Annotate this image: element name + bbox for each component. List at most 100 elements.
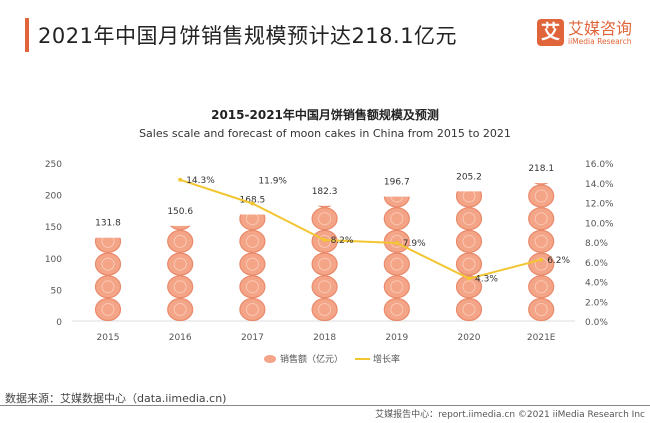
- mooncake-icon: [167, 275, 194, 299]
- y2-tick-label: 14.0%: [585, 180, 614, 190]
- growth-point: [178, 177, 183, 182]
- footer-divider: [0, 405, 650, 406]
- bar-data-label: 218.1: [528, 164, 554, 174]
- mooncake-pattern: [173, 257, 187, 271]
- mooncake-icon: [383, 196, 410, 208]
- mooncake-pattern: [173, 303, 187, 316]
- mooncake-icon: [455, 252, 483, 276]
- y-tick-label: 200: [45, 192, 62, 202]
- mooncake-pattern: [245, 234, 259, 248]
- mooncake-icon: [528, 207, 555, 231]
- line-data-label: 4.3%: [475, 275, 498, 285]
- mooncake-icon: [383, 297, 410, 321]
- bar: [383, 196, 410, 321]
- mooncake-pattern: [101, 280, 115, 294]
- mooncake-pattern: [390, 303, 404, 316]
- mooncake-icon: [167, 297, 194, 321]
- bar: [167, 225, 194, 321]
- x-tick-label: 2016: [169, 333, 192, 343]
- x-tick-label: 2020: [458, 333, 481, 343]
- mooncake-pattern: [534, 189, 548, 203]
- mooncake-pattern: [318, 280, 332, 294]
- bar: [528, 183, 555, 321]
- mooncake-icon: [94, 237, 122, 253]
- data-source: 数据来源：艾媒数据中心（data.iimedia.cn): [5, 392, 227, 405]
- x-tick-label: 2018: [313, 333, 336, 343]
- mooncake-icon: [311, 252, 338, 276]
- y2-tick-label: 16.0%: [585, 160, 614, 170]
- mooncake-icon: [455, 191, 483, 208]
- growth-point: [250, 201, 255, 206]
- mooncake-pattern: [318, 212, 332, 226]
- mooncake-icon: [528, 184, 555, 208]
- line-data-label: 14.3%: [186, 176, 215, 186]
- title-accent-bar: [25, 18, 29, 52]
- chart-subtitle: Sales scale and forecast of moon cakes i…: [139, 127, 511, 140]
- mooncake-icon: [455, 229, 483, 253]
- mooncake-pattern: [390, 280, 404, 294]
- mooncake-pattern: [390, 212, 404, 226]
- mooncake-icon: [239, 214, 266, 231]
- growth-point: [322, 238, 327, 243]
- x-tick-label: 2019: [385, 333, 408, 343]
- mooncake-icon: [528, 297, 555, 321]
- growth-point: [467, 276, 471, 281]
- mooncake-icon: [383, 275, 410, 299]
- footer-text: 艾媒报告中心：report.iimedia.cn ©2021 iiMedia R…: [375, 410, 645, 420]
- mooncake-pattern: [101, 257, 115, 271]
- mooncake-icon: [94, 297, 122, 321]
- mooncake-pattern: [245, 303, 259, 316]
- y-tick-label: 0: [56, 318, 62, 328]
- bar: [455, 191, 483, 321]
- mooncake-icon: [534, 183, 549, 185]
- y-tick-label: 100: [45, 255, 62, 265]
- mooncake-icon: [455, 297, 483, 321]
- mooncake-pattern: [534, 303, 548, 316]
- line-data-label: 6.2%: [547, 256, 570, 266]
- mooncake-pattern: [245, 280, 259, 294]
- logo-name-en: iiMedia Research: [568, 36, 632, 46]
- mooncake-icon: [239, 275, 266, 299]
- y2-tick-label: 12.0%: [585, 200, 614, 210]
- mooncake-icon: [455, 207, 483, 231]
- mooncake-icon: [528, 229, 555, 253]
- page-title: 2021年中国月饼销售规模预计达218.1亿元: [38, 24, 458, 48]
- legend-bar-label: 销售额（亿元）: [280, 353, 343, 365]
- mooncake-pattern: [390, 257, 404, 271]
- mooncake-icon: [167, 252, 194, 276]
- mooncake-pattern: [101, 237, 115, 248]
- mooncake-pattern: [462, 212, 476, 226]
- bar-data-label: 196.7: [384, 178, 410, 188]
- bar: [94, 237, 122, 321]
- logo-mark: 艾: [537, 19, 564, 46]
- bar: [239, 214, 266, 321]
- mooncake-icon: [311, 275, 338, 299]
- mooncake-pattern: [462, 280, 476, 294]
- mooncake-icon: [239, 297, 266, 321]
- mooncake-pattern: [534, 234, 548, 248]
- chart-title: 2015-2021年中国月饼销售额规模及预测: [211, 108, 439, 122]
- mooncake-icon: [455, 275, 483, 299]
- y-tick-label: 50: [51, 286, 63, 296]
- y2-tick-label: 0.0%: [585, 318, 608, 328]
- mooncake-icon: [169, 225, 191, 231]
- y-tick-label: 150: [45, 223, 62, 233]
- y2-tick-label: 6.0%: [585, 259, 608, 269]
- mooncake-pattern: [318, 234, 332, 248]
- growth-point: [539, 257, 544, 262]
- bar-data-label: 131.8: [95, 219, 121, 229]
- mooncake-icon: [383, 252, 410, 276]
- mooncake-icon: [167, 229, 194, 253]
- mooncake-pattern: [318, 303, 332, 316]
- y2-tick-label: 8.0%: [585, 239, 608, 249]
- mooncake-pattern: [245, 214, 259, 226]
- mooncake-icon: [528, 252, 555, 276]
- mooncake-pattern: [101, 303, 115, 316]
- mooncake-pattern: [462, 257, 476, 271]
- x-tick-label: 2015: [97, 333, 120, 343]
- logo: 艾 艾媒咨询 iiMedia Research: [537, 19, 632, 46]
- mooncake-icon: [317, 205, 332, 208]
- mooncake-icon: [311, 297, 338, 322]
- mooncake-icon: [239, 229, 266, 253]
- mooncake-icon: [94, 275, 122, 299]
